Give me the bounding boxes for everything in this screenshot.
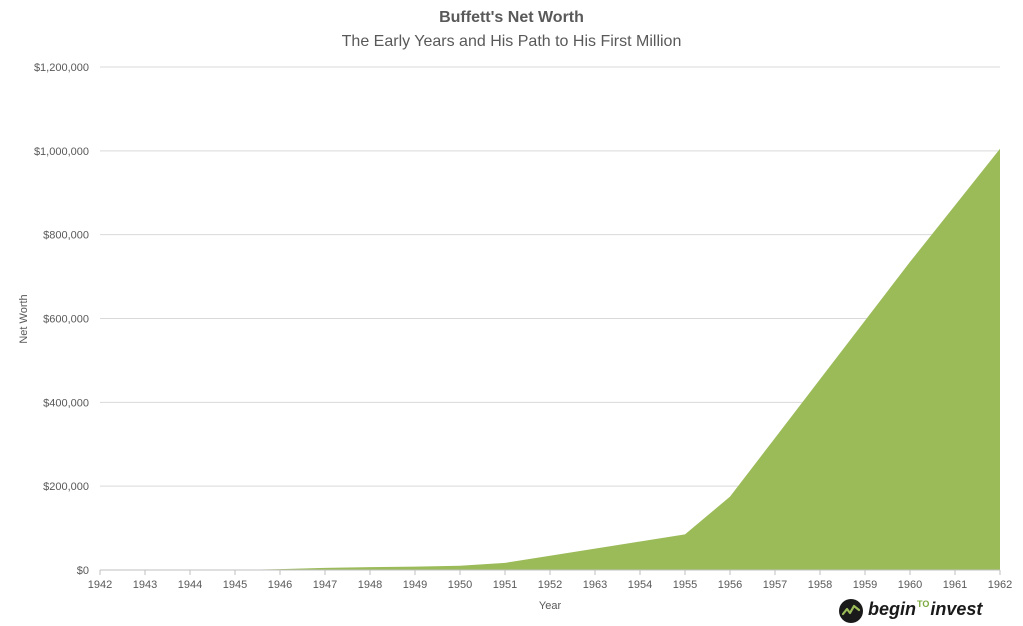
logo-begin: begin (868, 599, 916, 619)
x-tick-label: 1942 (88, 579, 112, 591)
x-tick-label: 1955 (673, 579, 697, 591)
area-series (100, 148, 1000, 571)
y-tick-label: $1,000,000 (34, 146, 89, 158)
logo-text: beginTOinvest (868, 599, 982, 620)
y-axis-ticks: $0 $200,000 $400,000 $600,000 $800,000 $1,000… (34, 62, 89, 577)
x-tick-label: 1949 (403, 579, 427, 591)
x-tick-label: 1954 (628, 579, 652, 591)
x-axis-ticks: 1942 1943 1944 1945 1946 1947 1948 1949 1950 1951… (88, 569, 1012, 591)
x-tick-label: 1961 (943, 579, 967, 591)
x-tick-label: 1962 (988, 579, 1012, 591)
y-tick-label: $200,000 (43, 481, 89, 493)
area-series-0 (100, 148, 1000, 571)
logo-to: TO (917, 599, 930, 609)
x-tick-label: 1957 (763, 579, 787, 591)
x-tick-label: 1944 (178, 579, 202, 591)
x-tick-label: 1963 (583, 579, 607, 591)
chart-subtitle: The Early Years and His Path to His Firs… (341, 33, 682, 50)
x-tick-label: 1958 (808, 579, 832, 591)
chart-line-icon (839, 599, 863, 623)
brand-logo: beginTOinvest (838, 598, 998, 624)
y-tick-label: $1,200,000 (34, 62, 89, 74)
x-tick-label: 1945 (223, 579, 247, 591)
x-tick-label: 1960 (898, 579, 922, 591)
x-tick-label: 1947 (313, 579, 337, 591)
x-tick-label: 1950 (448, 579, 472, 591)
x-tick-label: 1956 (718, 579, 742, 591)
x-tick-label: 1952 (538, 579, 562, 591)
x-tick-label: 1951 (493, 579, 517, 591)
y-tick-label: $800,000 (43, 230, 89, 242)
y-tick-label: $400,000 (43, 397, 89, 409)
x-tick-label: 1948 (358, 579, 382, 591)
x-tick-label: 1946 (268, 579, 292, 591)
x-tick-label: 1959 (853, 579, 877, 591)
y-axis-label: Net Worth (18, 294, 30, 343)
x-tick-label: 1943 (133, 579, 157, 591)
y-tick-label: $0 (77, 565, 89, 577)
chart-title: Buffett's Net Worth (439, 9, 584, 26)
x-axis-label: Year (539, 600, 562, 612)
y-tick-label: $600,000 (43, 314, 89, 326)
logo-invest: invest (930, 599, 983, 619)
